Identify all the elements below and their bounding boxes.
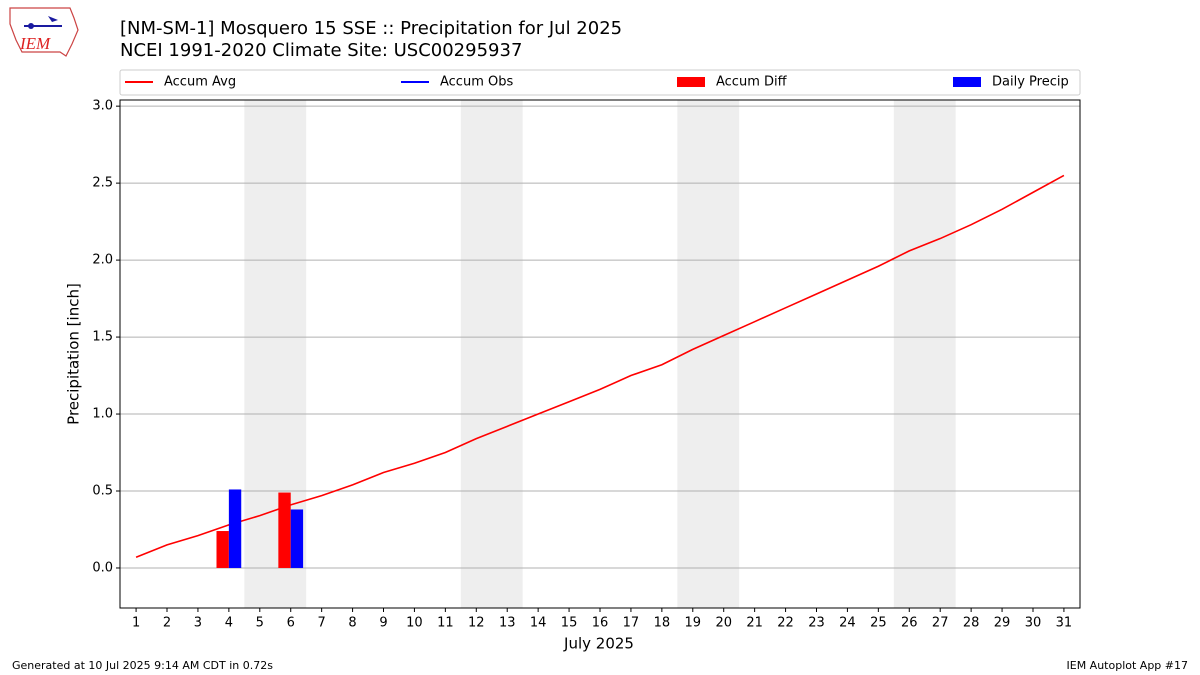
x-tick-label: 16	[592, 616, 609, 631]
x-tick-label: 5	[256, 616, 264, 631]
legend-label: Accum Diff	[716, 75, 788, 90]
bar	[290, 509, 304, 568]
x-tick-label: 20	[715, 616, 732, 631]
legend-label: Accum Avg	[164, 75, 236, 90]
y-axis-label: Precipitation [inch]	[65, 283, 83, 425]
x-tick-label: 28	[963, 616, 980, 631]
x-tick-label: 25	[870, 616, 887, 631]
x-tick-label: 17	[623, 616, 640, 631]
x-tick-label: 21	[746, 616, 763, 631]
series-line	[135, 174, 1065, 558]
x-tick-label: 26	[901, 616, 918, 631]
legend-box	[119, 69, 1081, 96]
bar	[278, 492, 291, 568]
bar	[216, 531, 229, 568]
legend-label: Accum Obs	[440, 75, 513, 90]
logo: IEM	[9, 7, 79, 57]
x-tick-label: 10	[406, 616, 423, 631]
x-tick-label: 24	[839, 616, 856, 631]
x-tick-label: 4	[225, 616, 233, 631]
logo-vane	[48, 16, 58, 22]
x-tick-label: 15	[561, 616, 578, 631]
y-tick-label: 0.5	[92, 484, 113, 499]
plot-frame	[119, 99, 1081, 609]
x-tick-label: 19	[685, 616, 702, 631]
weekend-shade	[893, 100, 956, 608]
x-tick-label: 6	[287, 616, 295, 631]
x-tick-label: 3	[194, 616, 202, 631]
x-tick-label: 8	[348, 616, 356, 631]
bar	[228, 489, 242, 568]
x-tick-label: 9	[379, 616, 387, 631]
x-tick-label: 7	[318, 616, 326, 631]
y-tick-label: 2.0	[92, 253, 113, 268]
legend-swatch	[953, 77, 981, 87]
y-tick-label: 1.5	[92, 330, 113, 345]
logo-dot	[28, 23, 34, 29]
footer-left: Generated at 10 Jul 2025 9:14 AM CDT in …	[12, 659, 273, 672]
x-tick-label: 14	[530, 616, 547, 631]
weekend-shade	[460, 100, 523, 608]
chart-title: [NM-SM-1] Mosquero 15 SSE :: Precipitati…	[120, 18, 622, 39]
x-tick-label: 2	[163, 616, 171, 631]
weekend-shade	[677, 100, 740, 608]
chart-subtitle: NCEI 1991-2020 Climate Site: USC00295937	[120, 40, 522, 61]
x-tick-label: 18	[654, 616, 671, 631]
x-axis-label: July 2025	[563, 635, 634, 653]
logo-outline	[9, 7, 79, 57]
x-tick-label: 23	[808, 616, 825, 631]
x-tick-label: 12	[468, 616, 485, 631]
logo-text: IEM	[19, 34, 51, 53]
footer-right: IEM Autoplot App #17	[1067, 659, 1189, 672]
x-tick-label: 11	[437, 616, 454, 631]
y-tick-label: 1.0	[92, 407, 113, 422]
x-tick-label: 29	[994, 616, 1011, 631]
x-tick-label: 22	[777, 616, 794, 631]
x-tick-label: 27	[932, 616, 949, 631]
x-tick-label: 13	[499, 616, 516, 631]
x-tick-label: 1	[132, 616, 140, 631]
legend-label: Daily Precip	[992, 75, 1069, 90]
y-tick-label: 3.0	[92, 99, 113, 114]
y-tick-label: 2.5	[92, 176, 113, 191]
x-tick-label: 31	[1056, 616, 1073, 631]
legend-swatch	[677, 77, 705, 87]
x-tick-label: 30	[1025, 616, 1042, 631]
y-tick-label: 0.0	[92, 560, 113, 575]
